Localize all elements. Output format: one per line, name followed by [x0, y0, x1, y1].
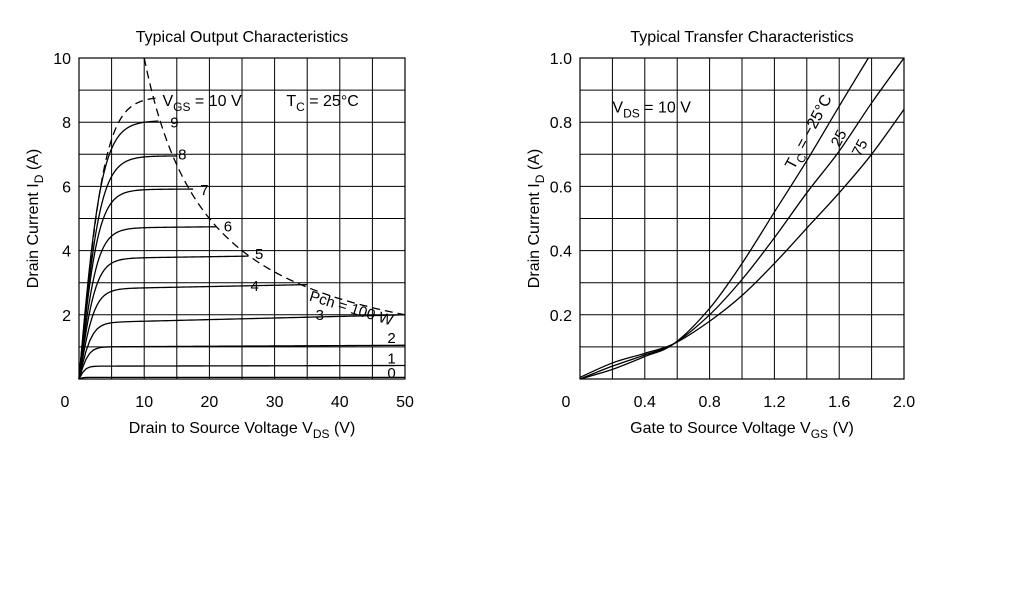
x-tick-label: 2.0: [893, 394, 915, 411]
tc-annotation: TC = 25°C: [286, 93, 358, 114]
curve-labels: 98 7 6 5 4 3 2 10: [170, 114, 395, 381]
vds-annotation: VDS = 10 V: [612, 100, 691, 121]
series-label-75: 75: [849, 137, 872, 160]
y-axis-label: Drain Current ID (A): [25, 149, 46, 288]
curve-label-0: 0: [387, 365, 395, 382]
y-tick-label: 8: [62, 115, 71, 132]
y-tick-label: 4: [62, 244, 71, 261]
vgs-curve-1: [78, 364, 406, 380]
curve-label-3: 3: [316, 307, 324, 324]
y-tick-label: 6: [62, 179, 71, 196]
curve-label-9: 9: [170, 114, 178, 131]
transfer-curve-minus25: [579, 57, 869, 380]
vgs-curve-8: [78, 155, 177, 380]
x-tick-label: 40: [331, 394, 349, 411]
y-tick-label: 1.0: [550, 51, 572, 68]
vgs-curve-6: [78, 226, 216, 380]
x-axis-label: Drain to Source Voltage VDS (V): [129, 420, 356, 441]
curve-label-5: 5: [255, 246, 263, 263]
curve-label-2: 2: [387, 330, 395, 347]
x-tick-label: 1.6: [828, 394, 850, 411]
x-axis-label: Gate to Source Voltage VGS (V): [630, 420, 854, 441]
curve-label-8: 8: [178, 147, 186, 164]
x-tick-label: 0: [61, 394, 70, 411]
y-tick-label: 0.4: [550, 244, 572, 261]
x-tick-label: 0.8: [698, 394, 720, 411]
plot-frame: [78, 57, 406, 380]
vgs-annotation: VGS = 10 V: [162, 93, 241, 114]
x-tick-label: 50: [396, 394, 414, 411]
grid: [79, 58, 405, 379]
vgs-curve-3: [78, 314, 406, 380]
transfer-characteristics-chart: 0 0.4 0.8 1.2 1.6 2.0 0.2 0.4 0.6 0.8 1.0 Typical T…: [526, 29, 915, 441]
x-tick-label: 30: [266, 394, 284, 411]
x-tick-label: 10: [135, 394, 153, 411]
y-tick-label: 0.2: [550, 308, 572, 325]
vgs-curve-0: [78, 376, 405, 380]
vgs-curve-5: [78, 255, 249, 380]
curve-label-6: 6: [224, 219, 232, 236]
curve-label-7: 7: [200, 182, 208, 199]
series-label-25: 25: [828, 127, 851, 150]
transfer-curve-25: [579, 57, 905, 380]
power-limit-curve: [143, 57, 406, 316]
y-tick-label: 2: [62, 308, 71, 325]
x-tick-label: 0: [562, 394, 571, 411]
transfer-curve-75: [579, 108, 905, 378]
x-tick-label: 0.4: [634, 394, 656, 411]
vgs-curve-9: [78, 120, 159, 380]
vgs-curve-7: [78, 188, 194, 380]
y-tick-label: 10: [53, 51, 71, 68]
x-tick-label: 1.2: [763, 394, 785, 411]
transfer-curves: [579, 57, 905, 380]
x-tick-label: 20: [201, 394, 219, 411]
plot-frame: [579, 57, 905, 380]
chart-title: Typical Transfer Characteristics: [630, 29, 853, 46]
vgs-curve-10-dashed: [78, 97, 158, 380]
y-axis-label: Drain Current ID (A): [526, 149, 547, 288]
vgs-curve-4: [78, 283, 308, 380]
y-tick-label: 0.6: [550, 179, 572, 196]
grid: [580, 58, 904, 379]
y-tick-label: 0.8: [550, 115, 572, 132]
curve-label-4: 4: [250, 278, 258, 295]
output-curves: [78, 57, 406, 380]
vgs-curve-2: [78, 344, 406, 380]
chart-title: Typical Output Characteristics: [136, 29, 349, 46]
curve-label-1: 1: [387, 350, 395, 367]
